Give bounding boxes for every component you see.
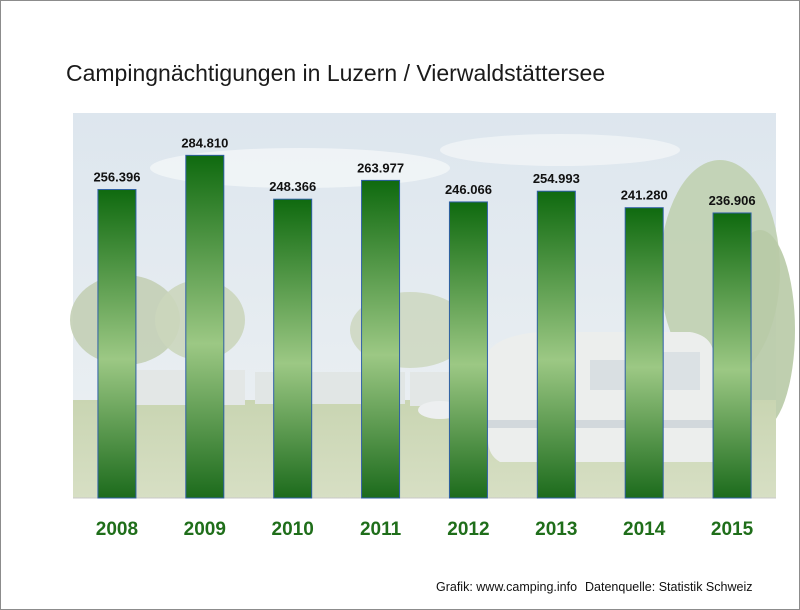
credit-text: Grafik: www.camping.info bbox=[436, 580, 578, 594]
value-label-2008: 256.396 bbox=[93, 170, 140, 185]
chart-footer: Grafik: www.camping.info Datenquelle: Sta… bbox=[436, 580, 760, 594]
bar-2014 bbox=[624, 207, 664, 499]
category-label-2013: 2013 bbox=[535, 519, 577, 540]
bar-2010 bbox=[273, 198, 313, 499]
bar-2013 bbox=[536, 190, 576, 499]
category-label-2010: 2010 bbox=[272, 519, 314, 540]
value-label-2009: 284.810 bbox=[181, 135, 228, 150]
bar-2011 bbox=[361, 179, 401, 499]
category-label-2012: 2012 bbox=[447, 519, 489, 540]
category-label-2015: 2015 bbox=[711, 519, 754, 540]
bar-2015 bbox=[712, 212, 752, 499]
category-label-2011: 2011 bbox=[360, 519, 402, 540]
bar-2009 bbox=[185, 154, 225, 499]
category-label-2008: 2008 bbox=[96, 519, 138, 540]
value-label-2013: 254.993 bbox=[533, 171, 580, 186]
value-label-2014: 241.280 bbox=[621, 188, 668, 203]
category-label-2009: 2009 bbox=[184, 519, 226, 540]
category-label-2014: 2014 bbox=[623, 519, 666, 540]
bar-2008 bbox=[97, 189, 137, 499]
value-label-2012: 246.066 bbox=[445, 182, 492, 197]
value-label-2010: 248.366 bbox=[269, 179, 316, 194]
source-text: Datenquelle: Statistik Schweiz bbox=[585, 580, 753, 594]
background-photo bbox=[70, 113, 795, 498]
bar-2012 bbox=[448, 201, 488, 499]
value-label-2011: 263.977 bbox=[357, 160, 404, 175]
chart-title: Campingnächtigungen in Luzern / Vierwald… bbox=[66, 60, 606, 86]
value-label-2015: 236.906 bbox=[709, 193, 756, 208]
